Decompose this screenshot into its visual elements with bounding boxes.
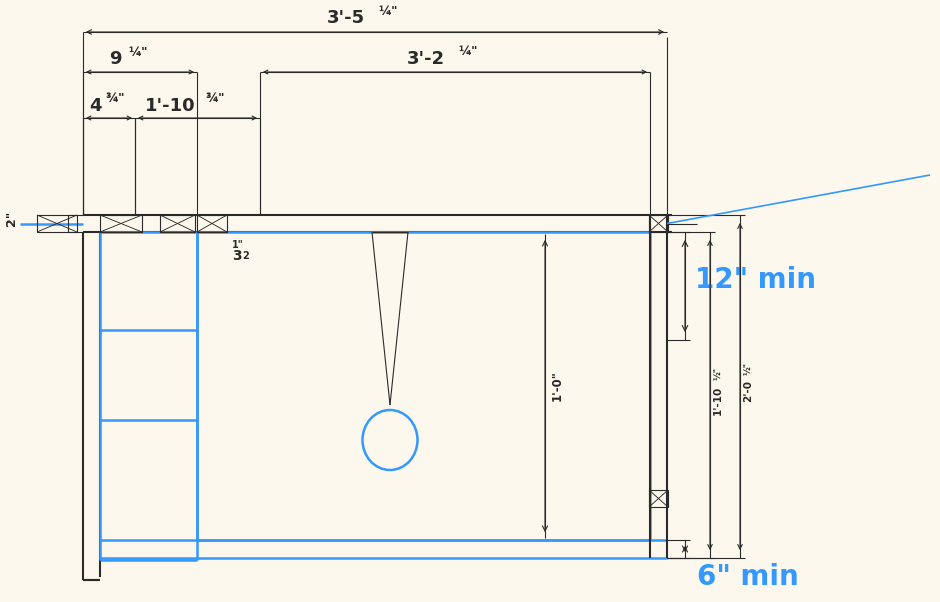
Text: ¾": ¾" — [205, 92, 225, 105]
Text: ¾": ¾" — [105, 92, 125, 105]
Text: 12" min: 12" min — [695, 266, 816, 294]
Text: 1": 1" — [232, 240, 243, 250]
Bar — [649, 215, 668, 232]
Text: 3'-2: 3'-2 — [407, 50, 445, 68]
Bar — [197, 215, 227, 232]
Text: ½": ½" — [743, 362, 752, 375]
Text: 1'-0": 1'-0" — [551, 371, 564, 402]
Text: 2": 2" — [6, 211, 19, 226]
Text: ½": ½" — [713, 367, 722, 379]
Text: 1'-10: 1'-10 — [713, 385, 723, 415]
Text: ¼": ¼" — [378, 5, 398, 18]
Bar — [37, 215, 77, 232]
Text: ¼": ¼" — [458, 45, 478, 58]
Text: 2'-0: 2'-0 — [743, 380, 753, 403]
Text: 3: 3 — [232, 249, 242, 263]
Bar — [160, 215, 195, 232]
Text: 4: 4 — [88, 97, 102, 115]
Text: 1'-10: 1'-10 — [145, 97, 196, 115]
Text: 2: 2 — [242, 251, 249, 261]
Text: 6" min: 6" min — [697, 563, 799, 591]
Bar — [100, 215, 142, 232]
Text: ¼": ¼" — [128, 46, 148, 59]
Text: 3'-5: 3'-5 — [327, 9, 365, 27]
Text: 9: 9 — [109, 50, 121, 68]
Bar — [649, 490, 668, 507]
